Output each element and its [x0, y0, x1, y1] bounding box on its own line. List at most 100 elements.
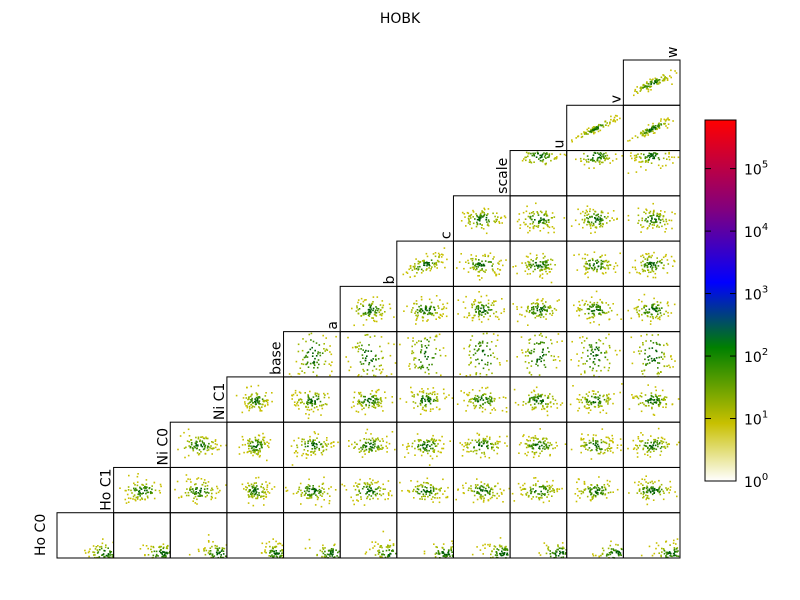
- density-pixel: [465, 482, 467, 484]
- density-pixel: [639, 395, 642, 397]
- density-pixel: [591, 395, 593, 398]
- density-pixel: [547, 547, 549, 550]
- density-pixel: [530, 397, 533, 399]
- density-pixel: [544, 266, 547, 269]
- density-pixel: [494, 442, 497, 444]
- density-pixel: [659, 401, 661, 404]
- density-pixel: [387, 492, 390, 494]
- density-pixel: [144, 487, 147, 490]
- density-pixel: [664, 211, 666, 213]
- density-pixel: [487, 483, 489, 486]
- density-pixel: [525, 255, 528, 258]
- density-pixel: [577, 409, 579, 412]
- density-pixel: [301, 454, 303, 457]
- density-pixel: [305, 413, 307, 415]
- density-pixel: [314, 432, 316, 435]
- density-pixel: [658, 217, 660, 220]
- cell-frame: [566, 240, 624, 287]
- density-pixel: [251, 400, 253, 402]
- density-pixel: [531, 360, 533, 362]
- density-pixel: [539, 428, 541, 430]
- density-pixel: [495, 551, 498, 554]
- density-pixel: [478, 219, 481, 222]
- density-pixel: [375, 395, 377, 397]
- density-pixel: [595, 303, 598, 306]
- density-pixel: [652, 214, 655, 216]
- density-pixel: [648, 355, 651, 357]
- density-pixel: [427, 319, 429, 321]
- density-pixel: [530, 258, 532, 261]
- density-pixel: [422, 270, 424, 272]
- density-pixel: [364, 357, 367, 359]
- density-pixel: [426, 482, 428, 484]
- density-pixel: [155, 553, 158, 556]
- density-pixel: [323, 441, 325, 443]
- density-pixel: [648, 497, 650, 500]
- density-pixel: [371, 450, 373, 452]
- density-pixel: [374, 481, 376, 484]
- density-pixel: [645, 498, 647, 501]
- density-pixel: [434, 335, 437, 338]
- density-pixel: [640, 350, 642, 352]
- density-pixel: [384, 311, 386, 313]
- density-pixel: [653, 491, 656, 494]
- density-pixel: [434, 265, 436, 268]
- density-pixel: [425, 252, 428, 255]
- density-pixel: [644, 404, 647, 407]
- density-pixel: [247, 491, 250, 493]
- density-pixel: [311, 403, 314, 405]
- density-pixel: [539, 274, 542, 277]
- density-pixel: [587, 486, 589, 488]
- density-pixel: [213, 447, 215, 449]
- density-pixel: [322, 547, 324, 549]
- density-pixel: [435, 318, 437, 320]
- density-pixel: [349, 366, 352, 368]
- density-pixel: [605, 271, 607, 274]
- density-pixel: [662, 358, 664, 360]
- density-pixel: [483, 207, 485, 210]
- density-pixel: [642, 225, 645, 228]
- density-pixel: [250, 450, 252, 453]
- density-pixel: [464, 216, 466, 218]
- density-pixel: [619, 391, 621, 394]
- density-pixel: [493, 548, 495, 550]
- density-pixel: [436, 455, 438, 458]
- density-pixel: [364, 446, 367, 449]
- density-pixel: [476, 214, 478, 217]
- density-pixel: [660, 371, 662, 373]
- density-pixel: [482, 367, 485, 370]
- density-pixel: [549, 550, 551, 552]
- density-pixel: [482, 228, 485, 230]
- density-pixel: [302, 452, 305, 455]
- density-pixel: [646, 442, 649, 444]
- density-pixel: [428, 363, 430, 366]
- density-pixel: [475, 258, 477, 261]
- density-pixel: [426, 450, 428, 452]
- density-pixel: [588, 221, 590, 223]
- density-pixel: [273, 555, 275, 557]
- density-pixel: [360, 496, 362, 498]
- density-pixel: [202, 437, 205, 439]
- density-pixel: [519, 313, 521, 316]
- density-pixel: [667, 443, 670, 445]
- density-pixel: [605, 312, 608, 314]
- density-pixel: [211, 447, 214, 450]
- density-pixel: [436, 400, 439, 402]
- density-pixel: [300, 503, 302, 505]
- density-pixel: [588, 317, 590, 320]
- density-pixel: [544, 268, 547, 270]
- density-pixel: [591, 390, 594, 392]
- density-pixel: [607, 450, 609, 452]
- density-pixel: [485, 487, 487, 490]
- density-pixel: [676, 555, 678, 557]
- density-pixel: [599, 268, 602, 270]
- density-pixel: [524, 361, 527, 363]
- density-pixel: [654, 218, 656, 220]
- cell-frame: [622, 466, 681, 514]
- density-pixel: [656, 315, 658, 317]
- density-pixel: [255, 482, 257, 484]
- density-pixel: [661, 442, 663, 445]
- density-pixel: [655, 350, 658, 353]
- density-pixel: [594, 266, 596, 269]
- density-pixel: [486, 490, 488, 492]
